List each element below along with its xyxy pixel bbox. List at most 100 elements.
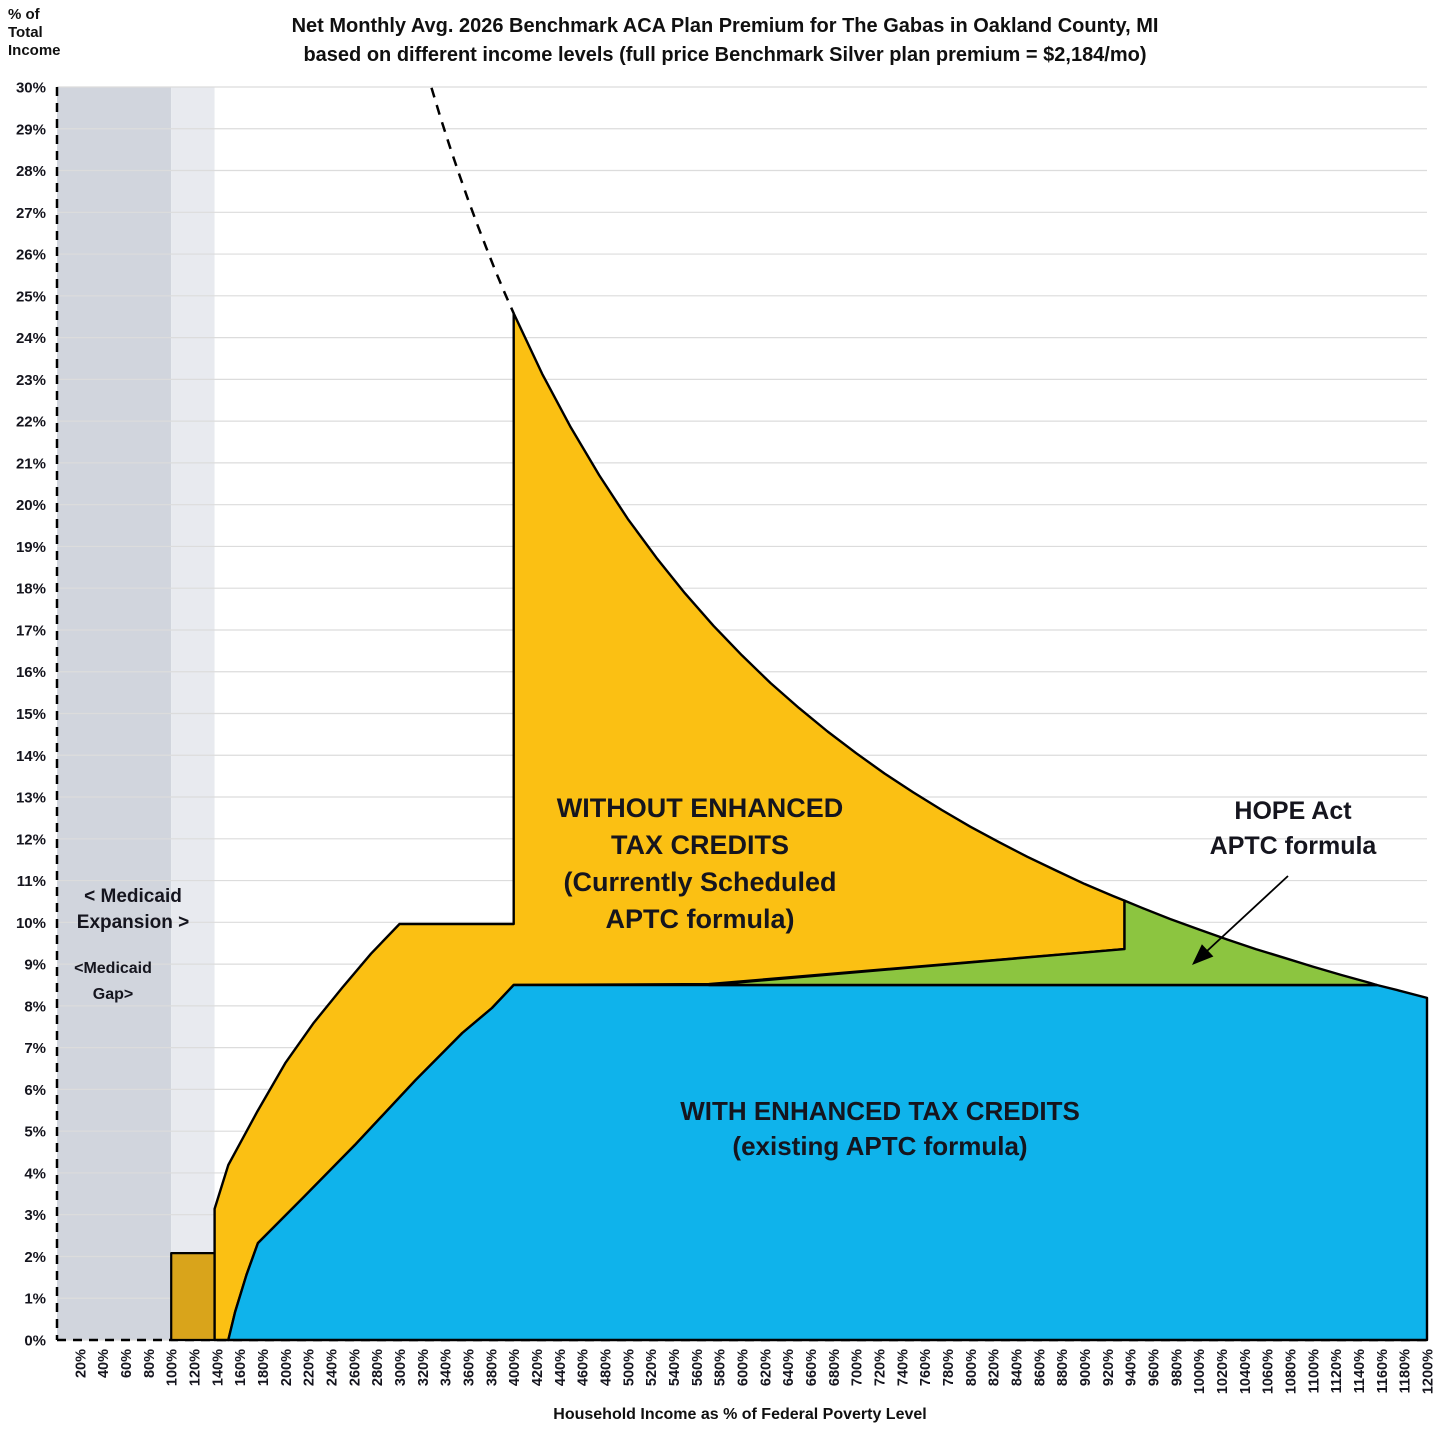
x-tick-label: 400% [507, 1349, 523, 1386]
x-tick-label: 440% [553, 1349, 569, 1386]
x-tick-label: 1180% [1398, 1349, 1414, 1393]
x-tick-label: 240% [325, 1349, 341, 1386]
x-axis-title: Household Income as % of Federal Poverty… [553, 1406, 927, 1423]
x-tick-label: 1100% [1306, 1349, 1322, 1393]
y-tick-label: 25% [16, 288, 46, 305]
y-tick-label: 12% [16, 831, 46, 848]
x-tick-label: 620% [758, 1349, 774, 1386]
x-tick-label: 1120% [1329, 1349, 1345, 1393]
x-tick-label: 920% [1101, 1349, 1117, 1386]
x-tick-label: 700% [850, 1349, 866, 1386]
x-tick-label: 740% [895, 1349, 911, 1386]
y-tick-label: 20% [16, 497, 46, 514]
x-tick-label: 320% [416, 1349, 432, 1386]
x-tick-label: 280% [370, 1349, 386, 1386]
x-tick-label: 420% [530, 1349, 546, 1386]
y-tick-label: 11% [17, 873, 46, 890]
x-tick-label: 160% [233, 1349, 249, 1386]
with-credits-area [227, 983, 1429, 1342]
x-tick-label: 180% [256, 1349, 272, 1386]
y-tick-label: 18% [16, 581, 46, 598]
x-tick-label: 1080% [1284, 1349, 1300, 1394]
y-tick-label: 24% [16, 330, 46, 347]
hope-act-area [707, 899, 1379, 987]
y-tick-label: 23% [16, 372, 46, 389]
y-tick-label: 3% [24, 1207, 46, 1224]
x-tick-label: 900% [1078, 1349, 1094, 1386]
y-tick-label: 28% [16, 163, 46, 180]
hope-act-label: HOPE Act APTC formula [1209, 797, 1377, 860]
y-tick-label: 6% [24, 1082, 46, 1099]
x-tick-label: 880% [1055, 1349, 1071, 1386]
y-tick-label: 27% [16, 205, 46, 222]
y-tick-label: 7% [24, 1040, 46, 1057]
x-tick-label: 840% [1010, 1349, 1026, 1386]
x-tick-label: 980% [1169, 1349, 1185, 1386]
x-tick-label: 1160% [1375, 1349, 1391, 1393]
without-enhanced-credits-label: WITHOUT ENHANCED TAX CREDITS (Currently … [556, 793, 844, 934]
x-tick-label: 1000% [1192, 1349, 1208, 1394]
y-tick-label: 16% [16, 664, 46, 681]
y-tick-label: 9% [24, 957, 46, 974]
x-tick-label: 760% [918, 1349, 934, 1386]
x-tick-label: 1060% [1261, 1349, 1277, 1394]
hope-act-arrow [1206, 875, 1289, 952]
y-tick-label: 29% [16, 121, 46, 138]
x-tick-label: 680% [827, 1349, 843, 1386]
y-tick-label: 21% [16, 455, 46, 472]
y-tick-label: 14% [16, 748, 46, 765]
y-tick-label: 4% [24, 1165, 46, 1182]
y-tick-label: 8% [24, 998, 46, 1015]
medicaid-expansion-label: < Medicaid Expansion > [76, 886, 190, 933]
y-tick-label: 5% [24, 1124, 46, 1141]
y-tick-label: 26% [16, 247, 46, 264]
x-tick-label: 600% [736, 1349, 752, 1386]
x-tick-label: 40% [96, 1349, 112, 1378]
x-tick-label: 380% [484, 1349, 500, 1386]
chart-title: Net Monthly Avg. 2026 Benchmark ACA Plan… [291, 15, 1159, 66]
with-enhanced-credits-label: WITH ENHANCED TAX CREDITS (existing APTC… [680, 1096, 1080, 1161]
y-tick-label: 19% [16, 539, 46, 556]
y-tick-label: 2% [24, 1249, 46, 1266]
x-tick-label: 460% [576, 1349, 592, 1386]
x-tick-label: 860% [1032, 1349, 1048, 1386]
x-tick-label: 200% [279, 1349, 295, 1386]
y-tick-label: 1% [24, 1291, 46, 1308]
x-tick-label: 800% [964, 1349, 980, 1386]
x-tick-label: 640% [781, 1349, 797, 1386]
x-tick-label: 140% [210, 1349, 226, 1386]
x-tick-label: 940% [1124, 1349, 1140, 1386]
x-tick-label: 340% [439, 1349, 455, 1386]
y-tick-label: 13% [16, 790, 46, 807]
full-price-dashed-line [430, 87, 515, 314]
x-tick-label: 660% [804, 1349, 820, 1386]
x-tick-label: 80% [142, 1349, 158, 1378]
x-tick-label: 1140% [1352, 1349, 1368, 1393]
x-tick-label: 220% [302, 1349, 318, 1386]
y-tick-label: 15% [16, 706, 46, 723]
x-tick-label: 360% [462, 1349, 478, 1386]
x-tick-label: 540% [667, 1349, 683, 1386]
x-tick-label: 960% [1147, 1349, 1163, 1386]
x-tick-label: 580% [713, 1349, 729, 1386]
x-tick-label: 60% [119, 1349, 135, 1378]
without-credits-area-medicaid-gap [170, 1251, 216, 1342]
x-tick-label: 20% [73, 1349, 89, 1378]
x-tick-label: 1200% [1421, 1349, 1437, 1394]
medicaid-gap-label: <Medicaid Gap> [74, 960, 152, 1003]
x-tick-label: 480% [599, 1349, 615, 1386]
x-tick-label: 780% [941, 1349, 957, 1386]
x-tick-label: 120% [188, 1349, 204, 1386]
x-tick-label: 500% [621, 1349, 637, 1386]
y-tick-label: 17% [16, 622, 46, 639]
y-tick-label: 22% [16, 414, 46, 431]
x-tick-label: 720% [873, 1349, 889, 1386]
y-tick-label: 30% [16, 80, 46, 97]
x-tick-label: 300% [393, 1349, 409, 1386]
x-tick-label: 100% [165, 1349, 181, 1386]
x-tick-label: 1020% [1215, 1349, 1231, 1394]
y-tick-label: 10% [16, 915, 46, 932]
x-tick-label: 260% [347, 1349, 363, 1386]
